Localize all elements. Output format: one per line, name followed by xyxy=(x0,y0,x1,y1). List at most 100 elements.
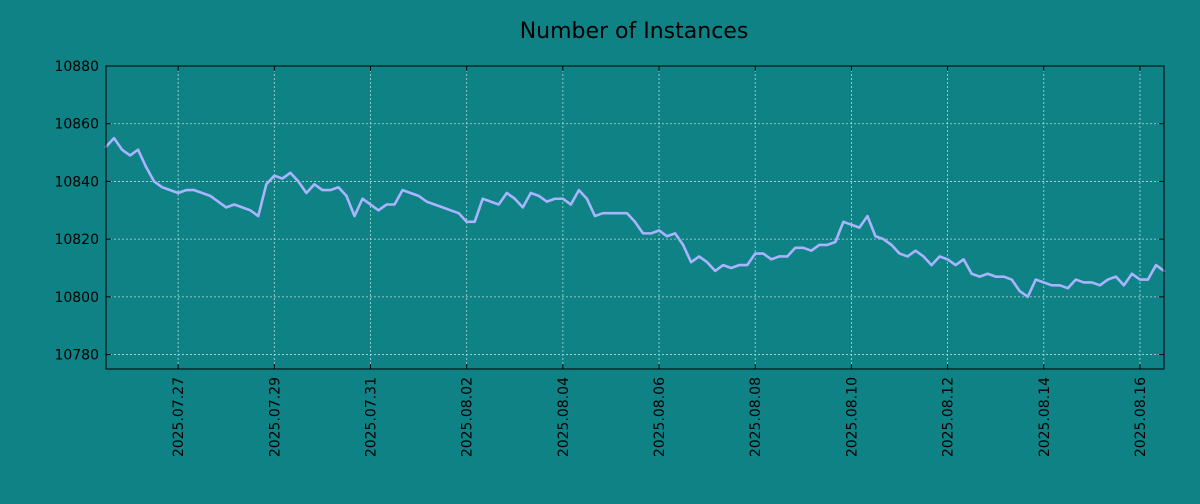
x-axis: 2025.07.27 2025.07.29 2025.07.31 2025.08.02… xyxy=(171,66,1149,457)
data-point xyxy=(730,267,733,269)
data-point xyxy=(361,197,364,200)
data-point xyxy=(441,206,444,209)
data-point xyxy=(385,203,388,206)
data-point xyxy=(954,264,957,267)
data-point xyxy=(521,206,524,209)
data-point xyxy=(297,180,300,183)
data-point xyxy=(1131,272,1133,275)
data-point xyxy=(1026,295,1029,298)
x-tick-label: 2025.08.16 xyxy=(1133,377,1149,457)
data-point xyxy=(970,272,973,275)
data-point xyxy=(161,186,164,189)
data-point xyxy=(914,249,917,252)
data-point xyxy=(978,275,981,278)
y-tick-label: 10800 xyxy=(54,290,99,306)
data-point xyxy=(778,255,781,258)
y-tick-label: 10880 xyxy=(54,59,99,75)
data-point xyxy=(1034,278,1037,281)
data-point xyxy=(1042,281,1045,284)
data-point xyxy=(177,192,180,194)
data-point xyxy=(553,197,556,200)
data-point xyxy=(714,269,717,272)
data-point xyxy=(1010,278,1013,281)
data-point xyxy=(754,252,757,255)
data-point xyxy=(1106,278,1109,281)
data-point xyxy=(1074,278,1077,281)
data-point xyxy=(722,264,725,267)
data-point xyxy=(393,203,396,206)
data-point xyxy=(834,241,837,243)
data-point xyxy=(642,232,644,235)
data-point xyxy=(682,244,684,246)
data-point xyxy=(874,235,877,238)
data-point xyxy=(882,238,885,241)
data-point xyxy=(113,137,115,140)
data-point xyxy=(513,197,516,200)
data-point xyxy=(898,252,901,255)
data-point xyxy=(265,183,268,186)
data-point xyxy=(337,186,340,189)
x-tick-label: 2025.08.02 xyxy=(460,377,476,457)
data-point xyxy=(770,258,773,261)
y-tick-label: 10840 xyxy=(54,174,99,190)
data-point xyxy=(674,232,676,235)
data-point xyxy=(329,189,332,191)
x-tick-label: 2025.08.10 xyxy=(844,377,860,457)
data-point xyxy=(922,255,925,258)
data-point xyxy=(353,215,356,217)
data-point xyxy=(481,197,484,200)
data-point xyxy=(1123,284,1125,287)
data-point xyxy=(1058,284,1061,287)
y-axis: 10780 10800 10820 10840 10860 10880 xyxy=(54,59,1164,364)
data-point xyxy=(201,192,204,194)
data-point xyxy=(281,177,284,180)
x-tick-label: 2025.08.04 xyxy=(556,377,572,457)
data-point xyxy=(433,203,436,206)
data-point xyxy=(858,226,861,229)
data-point xyxy=(1139,278,1141,281)
y-tick-label: 10780 xyxy=(54,348,99,364)
data-point xyxy=(249,209,252,212)
x-tick-label: 2025.08.14 xyxy=(1037,377,1053,457)
data-point xyxy=(930,264,933,267)
data-point xyxy=(529,192,532,194)
data-point xyxy=(786,255,789,258)
data-point xyxy=(586,197,588,200)
data-point xyxy=(826,244,829,246)
data-point xyxy=(818,244,821,246)
data-point xyxy=(738,264,741,267)
data-point xyxy=(658,229,660,232)
data-point xyxy=(233,203,236,206)
chart-title: Number of Instances xyxy=(520,19,749,44)
data-point xyxy=(449,209,452,212)
data-point xyxy=(1066,287,1069,290)
data-point xyxy=(618,212,620,215)
data-point xyxy=(746,264,749,267)
data-point xyxy=(545,200,548,203)
y-tick-label: 10820 xyxy=(54,232,99,248)
data-point xyxy=(994,275,997,278)
data-point xyxy=(569,203,572,206)
data-point xyxy=(1147,278,1149,281)
data-point xyxy=(169,189,172,191)
data-point xyxy=(489,200,492,203)
data-point xyxy=(610,212,612,215)
data-point xyxy=(537,194,540,197)
data-point xyxy=(345,194,348,197)
data-point xyxy=(946,258,949,261)
data-point xyxy=(425,200,428,203)
data-point xyxy=(1155,264,1157,267)
data-point xyxy=(1018,290,1021,292)
data-point xyxy=(193,189,196,191)
data-point xyxy=(137,148,139,151)
y-tick-label: 10860 xyxy=(54,117,99,133)
data-point xyxy=(794,246,797,249)
data-point xyxy=(497,203,500,206)
x-tick-label: 2025.07.27 xyxy=(171,377,187,457)
data-point xyxy=(602,212,604,215)
data-point xyxy=(1098,284,1101,287)
data-point xyxy=(305,192,308,194)
data-point xyxy=(185,189,188,191)
data-point xyxy=(938,255,941,258)
data-point xyxy=(842,220,845,223)
